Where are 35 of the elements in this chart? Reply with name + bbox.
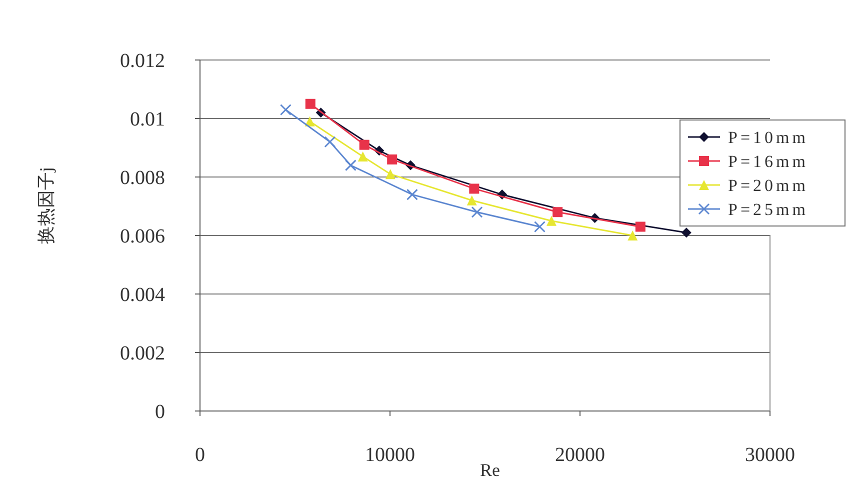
y-tick-label: 0.006 [120, 226, 165, 248]
x-tick-label: 20000 [555, 444, 605, 466]
point [534, 220, 546, 232]
y-axis-title: 换热因子j [36, 166, 56, 244]
legend-label: P=20mm [728, 176, 808, 195]
point [305, 98, 316, 109]
x-tick-label: 0 [195, 444, 205, 466]
y-tick-label: 0.012 [120, 50, 165, 72]
point [469, 184, 480, 194]
y-tick-label: 0.002 [120, 342, 165, 364]
x-tick-label: 10000 [365, 444, 415, 466]
point [406, 188, 418, 200]
point [324, 136, 336, 148]
y-tick-label: 0 [155, 401, 165, 423]
point [280, 104, 292, 116]
point [344, 160, 356, 172]
point [552, 207, 563, 218]
point [387, 154, 398, 164]
point [681, 228, 692, 238]
point [471, 206, 483, 218]
legend-label: P=16mm [728, 152, 808, 171]
legend-label: P=25mm [728, 200, 808, 219]
point [628, 230, 638, 240]
point [635, 222, 646, 232]
point [358, 152, 368, 162]
y-tick-label: 0.008 [120, 167, 165, 189]
point [546, 216, 556, 226]
point [359, 140, 370, 150]
x-axis-title: Re [480, 460, 500, 480]
x-tick-label: 30000 [745, 444, 795, 466]
point [385, 169, 396, 180]
point [466, 195, 477, 206]
y-tick-label: 0.01 [130, 108, 165, 130]
legend-label: P=10mm [728, 128, 808, 147]
y-tick-label: 0.004 [120, 284, 165, 306]
